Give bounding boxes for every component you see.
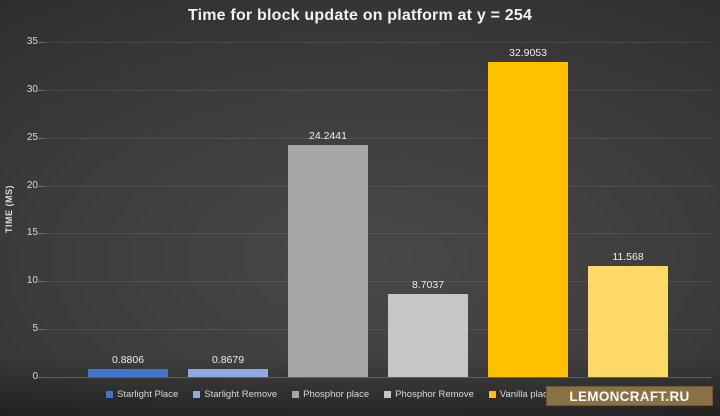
bar-value-label: 0.8806 bbox=[111, 353, 145, 366]
y-tick-label: 30 bbox=[26, 83, 38, 95]
legend-item: Phosphor Remove bbox=[384, 389, 474, 400]
gridline bbox=[45, 89, 711, 91]
y-axis-tick bbox=[38, 233, 45, 235]
legend-label: Vanilla place bbox=[499, 389, 554, 400]
bar-5 bbox=[488, 62, 568, 377]
bar-value-label: 24.2441 bbox=[309, 129, 347, 142]
gridline bbox=[45, 329, 711, 331]
bar-value-label: 0.8679 bbox=[211, 353, 245, 366]
legend-label: Starlight Place bbox=[117, 389, 179, 400]
bar-1 bbox=[88, 368, 168, 377]
bar-6 bbox=[588, 266, 668, 377]
y-tick-label: 5 bbox=[32, 323, 38, 335]
y-tick-label: 25 bbox=[26, 131, 38, 143]
gridline bbox=[45, 281, 711, 283]
gridline bbox=[45, 42, 711, 43]
y-tick-label: 15 bbox=[26, 227, 38, 239]
legend-item: Vanilla place bbox=[488, 389, 554, 400]
y-axis-tick bbox=[38, 329, 45, 331]
legend-swatch-icon bbox=[106, 391, 113, 398]
y-tick-label: 20 bbox=[26, 179, 38, 191]
gridline bbox=[45, 185, 711, 187]
bar-value-label: 32.9053 bbox=[509, 47, 547, 60]
legend-swatch-icon bbox=[292, 391, 300, 398]
plot-area: 0 5 10 15 20 25 30 35 0.8806 0.8679 24.2441 8.7037 3… bbox=[27, 36, 711, 382]
legend-swatch-icon bbox=[193, 391, 201, 398]
bar-2 bbox=[188, 368, 268, 377]
legend-item: Phosphor place bbox=[292, 389, 369, 400]
gridline bbox=[45, 137, 711, 139]
y-axis-tick bbox=[38, 42, 45, 43]
legend-item: Starlight Remove bbox=[193, 389, 277, 400]
legend-item: Starlight Place bbox=[106, 389, 178, 400]
y-axis-title: TIME (MS) bbox=[4, 185, 14, 233]
y-axis-tick bbox=[38, 185, 45, 187]
y-tick-label: 10 bbox=[26, 275, 38, 287]
y-tick-label: 0 bbox=[32, 371, 38, 382]
y-axis-tick bbox=[38, 89, 45, 91]
legend: Starlight Place Starlight Remove Phosphor … bbox=[106, 389, 576, 400]
watermark: LEMONCRAFT.RU bbox=[546, 386, 713, 406]
bar-4 bbox=[388, 293, 468, 377]
y-axis-tick bbox=[38, 137, 45, 139]
gridline bbox=[45, 233, 711, 235]
legend-label: Phosphor Remove bbox=[395, 389, 474, 400]
y-axis-tick bbox=[38, 281, 45, 283]
bar-value-label: 11.568 bbox=[612, 251, 644, 264]
bar-value-label: 8.7037 bbox=[411, 278, 445, 291]
legend-label: Starlight Remove bbox=[204, 389, 278, 400]
legend-label: Phosphor place bbox=[303, 389, 370, 400]
chart-title: Time for block update on platform at y =… bbox=[187, 7, 533, 24]
legend-swatch-icon bbox=[488, 391, 496, 398]
legend-swatch-icon bbox=[384, 391, 392, 398]
y-axis-tick bbox=[38, 377, 45, 378]
bar-3 bbox=[288, 144, 368, 377]
y-tick-label: 35 bbox=[26, 36, 38, 47]
